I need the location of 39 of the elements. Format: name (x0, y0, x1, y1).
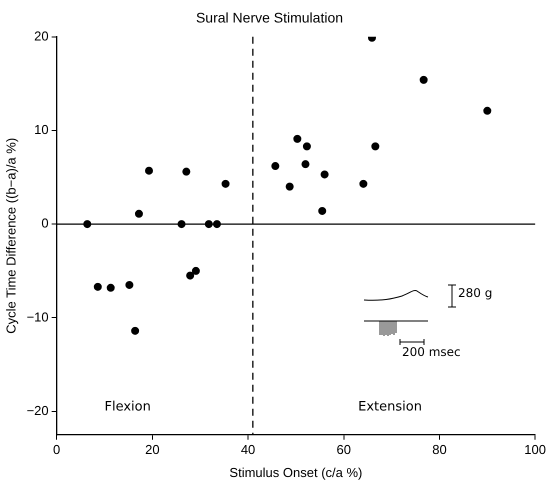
point (131, 326, 140, 335)
point (106, 284, 115, 292)
point (483, 106, 492, 115)
y-tick-label: −20 (26, 402, 49, 418)
point (371, 142, 380, 150)
point (192, 266, 200, 275)
y-tick-label: 0 (41, 216, 49, 231)
point (186, 272, 194, 280)
x-axis-title: Stimulus Onset (c/a %) (229, 464, 362, 480)
y-tick-label: −10 (26, 309, 49, 324)
point (293, 134, 302, 143)
annotation: 200 msec (402, 345, 461, 359)
x-tick-label: 80 (432, 442, 447, 458)
annotation: Flexion (104, 399, 151, 414)
point (420, 76, 428, 84)
annotation: Extension (358, 399, 422, 414)
x-tick-label: 60 (336, 442, 351, 458)
y-tick-label: 10 (34, 122, 49, 138)
x-tick-label: 20 (145, 442, 160, 458)
point (359, 180, 368, 188)
chart-title: Sural Nerve Stimulation (196, 9, 344, 26)
point (222, 180, 230, 188)
point (125, 280, 134, 289)
point (134, 210, 143, 218)
y-axis-title: Cycle Time Difference ((b−a)/a %) (3, 138, 18, 334)
point (320, 170, 329, 178)
y-tick-label: 20 (34, 28, 49, 44)
point (145, 166, 154, 175)
point (301, 160, 310, 168)
point (271, 162, 280, 170)
x-tick-label: 100 (524, 442, 546, 458)
annotation: 280 g (458, 286, 492, 300)
point (302, 142, 311, 150)
point (286, 182, 294, 191)
x-tick-label: 40 (240, 442, 256, 458)
point (182, 168, 190, 176)
point (94, 282, 102, 291)
x-tick-label: 0 (53, 442, 60, 458)
point (318, 206, 326, 215)
